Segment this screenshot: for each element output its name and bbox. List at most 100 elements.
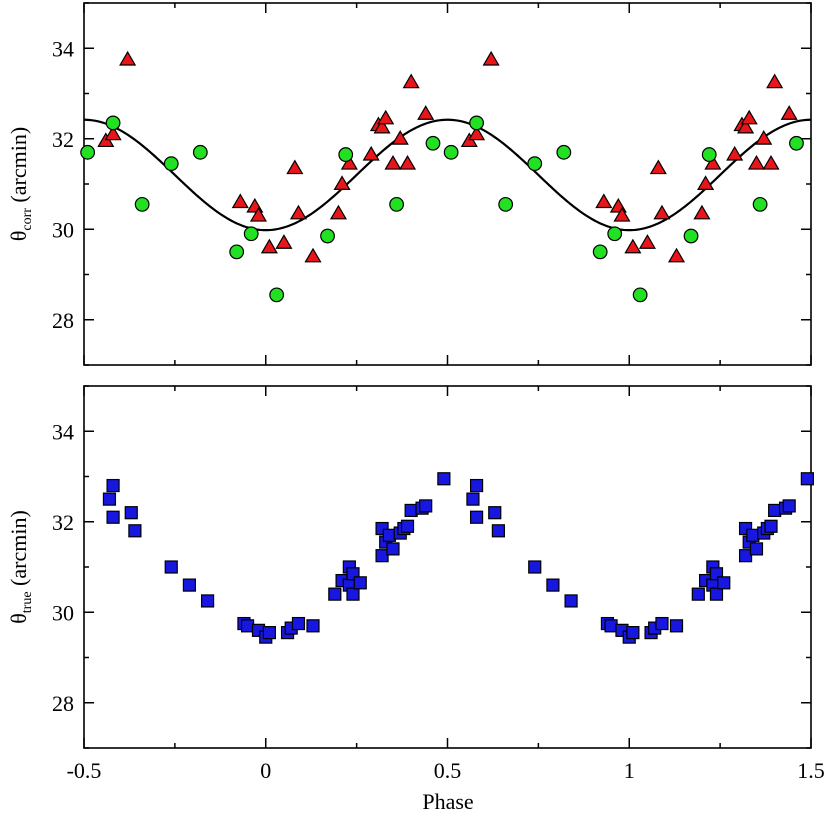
bottom-y-subscript: true xyxy=(20,591,35,613)
square-marker xyxy=(106,478,120,493)
square-marker xyxy=(262,626,276,640)
square-marker xyxy=(466,492,480,506)
square-marker xyxy=(200,594,215,608)
triangle-marker xyxy=(613,206,631,222)
square-marker xyxy=(382,528,396,542)
square-marker xyxy=(386,542,400,556)
top-y-tick-label: 30 xyxy=(52,217,74,242)
square-marker xyxy=(469,478,484,493)
triangle-marker xyxy=(726,145,744,161)
circle-marker xyxy=(752,196,768,212)
square-marker xyxy=(546,578,560,592)
x-tick-label: 0.5 xyxy=(434,758,462,783)
triangle-marker xyxy=(624,238,642,254)
square-marker xyxy=(469,510,484,524)
square-marker xyxy=(182,578,197,592)
triangle-marker xyxy=(286,159,304,175)
circle-marker xyxy=(789,135,804,151)
square-marker xyxy=(106,510,120,524)
square-marker xyxy=(291,616,306,631)
circle-marker xyxy=(701,147,717,162)
square-marker xyxy=(746,528,760,542)
square-marker xyxy=(800,472,814,486)
triangle-marker xyxy=(747,154,766,170)
circle-marker xyxy=(425,135,441,151)
circle-marker xyxy=(338,147,354,162)
square-marker xyxy=(738,549,753,563)
x-tick-label: 1.5 xyxy=(797,758,825,783)
triangle-marker xyxy=(377,109,395,125)
circle-marker xyxy=(134,196,150,212)
triangle-marker xyxy=(231,193,249,209)
x-tick-label: -0.5 xyxy=(67,758,102,783)
circle-marker xyxy=(607,226,623,242)
square-marker xyxy=(691,587,705,601)
square-marker xyxy=(491,524,505,538)
square-marker xyxy=(124,506,138,520)
triangle-marker xyxy=(119,50,137,66)
triangle-marker xyxy=(362,145,380,161)
square-marker xyxy=(375,549,389,563)
sinusoid-fit-curve xyxy=(83,118,812,232)
square-marker xyxy=(419,499,433,513)
circle-marker xyxy=(498,196,514,212)
triangle-marker xyxy=(649,159,667,175)
top-y-axis-label: θcorr (arcmin) xyxy=(6,127,35,241)
top-y-symbol: θ xyxy=(6,231,31,242)
triangle-marker xyxy=(398,154,417,170)
triangle-marker xyxy=(693,204,711,220)
square-marker xyxy=(400,519,415,533)
square-marker xyxy=(709,587,724,601)
triangle-marker xyxy=(766,73,784,89)
triangle-marker xyxy=(289,204,308,220)
circle-marker xyxy=(243,226,259,242)
bottom-y-axis-label: θtrue (arcmin) xyxy=(6,510,35,624)
triangle-marker xyxy=(704,154,722,170)
triangle-marker xyxy=(249,206,268,222)
square-marker xyxy=(768,503,782,518)
triangle-marker xyxy=(333,175,351,190)
circle-marker xyxy=(469,115,484,131)
square-marker xyxy=(717,576,731,590)
bottom-y-tick-label: 32 xyxy=(52,510,74,535)
circle-marker xyxy=(556,144,572,160)
triangle-marker xyxy=(340,154,358,170)
triangle-marker xyxy=(638,234,656,249)
circle-marker xyxy=(592,244,608,260)
triangle-marker xyxy=(595,193,613,209)
circle-marker xyxy=(683,228,699,244)
triangle-marker xyxy=(755,130,773,145)
top-y-units: (arcmin) xyxy=(6,127,31,208)
square-marker xyxy=(102,492,117,506)
circle-marker xyxy=(80,144,96,160)
square-marker xyxy=(128,524,142,538)
circle-marker xyxy=(320,228,335,244)
circle-marker xyxy=(632,287,648,303)
top-y-tick-label: 34 xyxy=(52,36,74,61)
circle-marker xyxy=(269,287,285,303)
square-marker xyxy=(749,542,764,556)
triangle-marker xyxy=(384,154,402,170)
square-marker xyxy=(764,519,778,533)
square-marker xyxy=(240,619,255,633)
x-tick-label: 1 xyxy=(624,758,635,783)
square-marker xyxy=(528,560,542,574)
square-marker xyxy=(353,576,367,590)
square-marker xyxy=(782,499,796,513)
triangle-marker xyxy=(402,73,420,89)
square-marker xyxy=(604,619,618,633)
circle-marker xyxy=(389,196,405,212)
square-marker xyxy=(306,619,320,633)
triangle-marker xyxy=(482,50,500,66)
circle-marker xyxy=(443,144,459,160)
square-marker xyxy=(626,626,640,640)
square-marker xyxy=(437,472,451,486)
triangle-marker xyxy=(740,109,758,125)
bottom-y-tick-label: 28 xyxy=(52,691,74,716)
circle-marker xyxy=(527,156,543,172)
square-marker xyxy=(488,506,502,520)
x-axis-label: Phase xyxy=(422,789,473,814)
top-y-subscript: corr xyxy=(20,208,35,231)
triangle-marker xyxy=(275,234,293,249)
square-marker xyxy=(404,503,418,518)
